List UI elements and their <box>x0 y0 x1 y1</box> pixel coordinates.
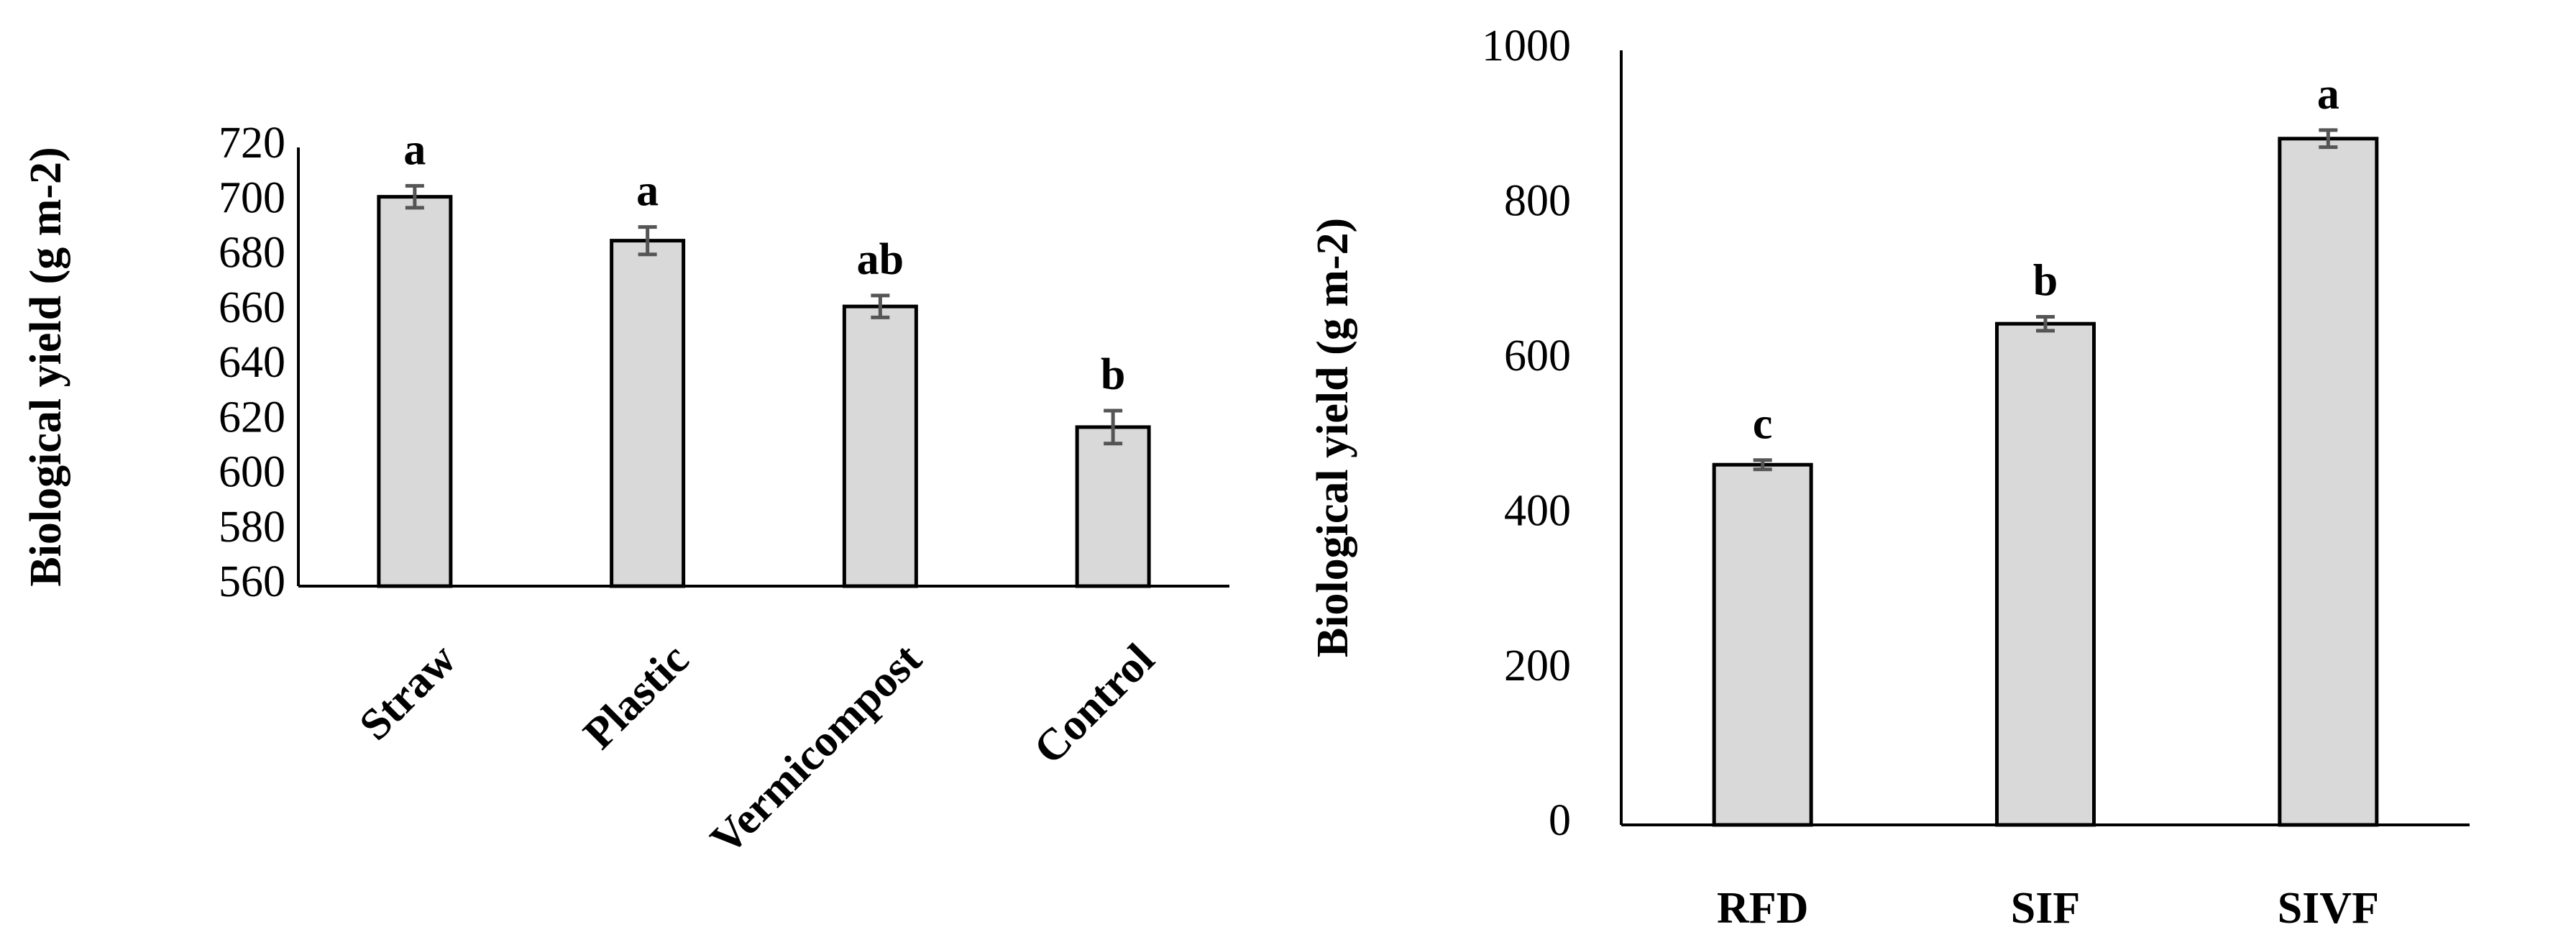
significance-letter: a <box>403 125 426 174</box>
bar-plastic <box>610 239 686 588</box>
significance-letter: a <box>636 167 659 216</box>
y-axis-label: Biological yield (g m-2) <box>1308 218 1357 657</box>
y-tick-label: 200 <box>1504 642 1571 690</box>
bar-rfd <box>1712 462 1813 827</box>
x-tick-label: Plastic <box>574 634 698 758</box>
y-tick-label: 1000 <box>1482 22 1571 70</box>
y-axis-label: Biological yield (g m-2) <box>22 147 70 586</box>
x-tick-label: SIVF <box>2278 884 2379 933</box>
x-tick-label: Vermicompost <box>702 634 931 864</box>
bar-control <box>1075 425 1151 588</box>
bar-sivf <box>2278 137 2379 827</box>
bar-sif <box>1995 321 2096 827</box>
x-tick-label: SIF <box>2011 884 2080 933</box>
bar-vermicompost <box>842 304 918 588</box>
chart-mulch-biological-yield: 560 580 600 620 640 660 680 700 720 Biological yi… <box>22 119 1229 864</box>
significance-letter: b <box>1101 350 1125 399</box>
bar-straw <box>377 195 453 588</box>
x-tick-label: RFD <box>1717 884 1808 933</box>
y-tick-label: 680 <box>219 229 285 278</box>
x-tick-label: Control <box>1025 634 1163 773</box>
y-tick-label: 580 <box>219 503 285 552</box>
y-tick-label: 720 <box>219 119 285 168</box>
y-tick-label: 560 <box>219 557 285 606</box>
significance-letter: a <box>2317 70 2339 119</box>
y-tick-label: 800 <box>1504 177 1571 226</box>
y-tick-label: 620 <box>219 393 285 442</box>
x-tick-label: Straw <box>350 634 465 749</box>
y-tick-label: 400 <box>1504 486 1571 535</box>
chart-fertilizer-biological-yield: 0 200 400 600 800 1000 Biological yield (g m-2… <box>1308 22 2470 933</box>
y-tick-label: 600 <box>1504 332 1571 380</box>
significance-letter: c <box>1753 400 1773 449</box>
y-tick-label: 0 <box>1549 796 1571 845</box>
y-tick-label: 600 <box>219 448 285 497</box>
significance-letter: ab <box>857 235 904 284</box>
y-tick-label: 640 <box>219 338 285 387</box>
y-tick-label: 700 <box>219 173 285 222</box>
significance-letter: b <box>2033 256 2058 305</box>
y-tick-label: 660 <box>219 283 285 332</box>
